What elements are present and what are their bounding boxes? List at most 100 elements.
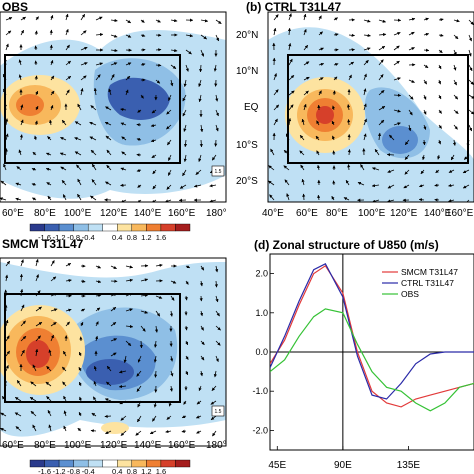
wind-vector [30,381,37,387]
wind-vector [182,109,187,117]
panel-c-positive-core [26,340,50,368]
panel-c-scale-box [211,405,225,417]
wind-vector [65,28,69,36]
wind-vector [347,149,351,156]
panel-b-lon-tick-5: 140°E [424,208,452,219]
wind-vector [65,278,72,283]
wind-vector [35,258,39,267]
wind-vector [104,121,112,126]
wind-vector [184,325,188,331]
wind-vector [95,335,99,342]
wind-vector [434,183,440,187]
series-line-obs [270,308,474,412]
wind-vector [3,163,7,171]
wind-vector [408,124,412,132]
wind-vector [196,400,202,405]
wind-vector [345,179,350,186]
wind-vector [378,19,386,23]
wind-vector [93,365,97,372]
wind-vector [468,124,473,132]
wind-vector [438,64,442,70]
wind-vector [468,19,474,26]
wind-vector [20,29,25,36]
wind-vector [169,385,173,392]
wind-vector [65,308,72,312]
wind-vector [120,107,127,112]
wind-vector [464,199,470,202]
panel-a-wind-vectors [0,13,222,202]
wind-vector [125,308,133,312]
wind-vector [299,150,305,156]
wind-vector [299,135,305,141]
wind-vector [303,76,310,81]
y-tick-label: 0.0 [255,347,268,357]
wind-vector [89,121,97,126]
wind-vector [150,123,157,128]
wind-vector [50,276,57,282]
wind-vector [50,104,54,111]
wind-vector [212,430,217,437]
wind-vector [61,119,67,126]
colorbar-swatch [87,459,103,468]
panel-a-scale-box [211,165,225,177]
wind-vector [170,355,174,362]
wind-vector [348,61,355,66]
wind-vector [215,34,220,42]
wind-vector [215,355,219,363]
wind-vector [468,49,472,57]
wind-vector [136,168,142,172]
panel-b-title: (b) CTRL T31L47 [246,0,342,14]
wind-vector [80,321,84,327]
panel-c-positive-patch [101,422,129,434]
wind-vector [89,136,97,141]
wind-vector [301,178,305,186]
wind-vector [363,88,367,96]
panel-c-lon-tick-2: 100°E [64,440,92,451]
wind-vector [110,265,117,270]
wind-vector [125,19,132,24]
colorbar-swatch [131,459,147,468]
wind-vector [286,193,290,201]
wind-vector [387,169,395,173]
wind-vector [195,169,202,175]
wind-vector [65,89,70,96]
wind-vector [110,306,117,312]
wind-vector [363,47,371,51]
wind-vector [0,412,7,417]
wind-vector [303,61,310,66]
wind-vector [185,64,189,72]
wind-vector [347,164,351,171]
wind-vector [139,340,143,349]
wind-vector [32,151,37,156]
wind-vector [378,59,384,66]
wind-vector [170,48,178,53]
wind-vector [110,338,117,342]
wind-vector [403,184,410,189]
wind-vector [268,180,275,186]
wind-vector [393,45,400,51]
wind-vector [16,380,22,387]
wind-vector [435,169,440,174]
wind-vector [95,62,104,66]
wind-vector [5,260,11,267]
wind-vector [35,105,39,111]
wind-vector [15,197,22,201]
wind-vector [183,79,187,88]
wind-vector [151,199,157,202]
wind-vector [120,430,127,436]
colorbar-label: -1.2 [53,467,66,474]
wind-vector [35,306,42,312]
wind-vector [169,310,174,317]
wind-vector [80,13,86,21]
wind-vector [377,132,382,141]
wind-vector [50,59,54,66]
wind-vector [166,109,172,115]
wind-vector [213,64,217,72]
wind-vector [284,179,290,186]
panel-b-frame [267,11,474,203]
wind-vector [387,184,395,189]
wind-vector [35,321,43,327]
panel-a-map [0,11,227,203]
wind-vector [140,63,146,67]
panel-a-lon-tick-3: 120°E [100,208,128,219]
